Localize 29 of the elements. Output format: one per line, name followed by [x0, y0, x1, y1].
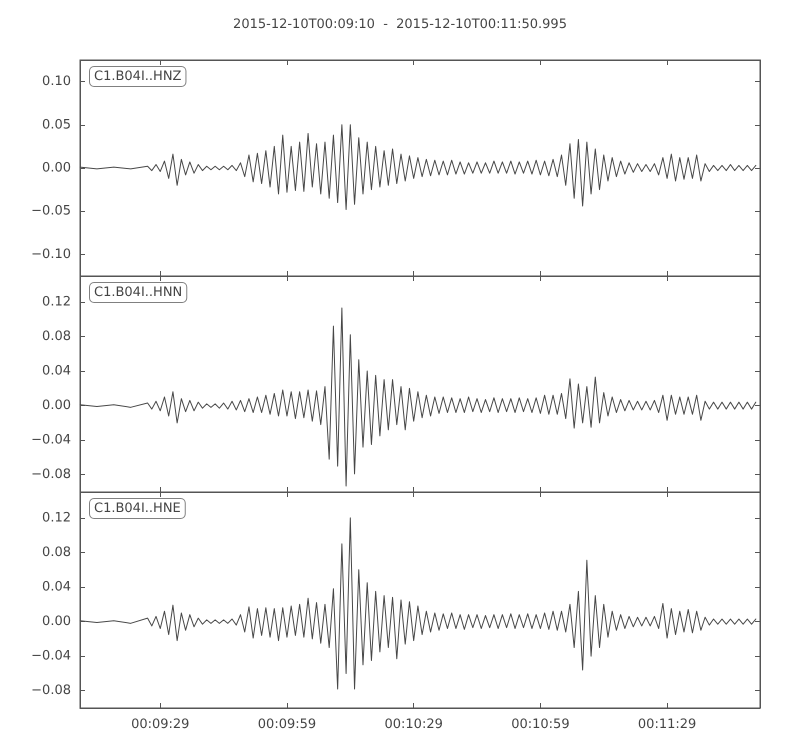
line-series: [80, 517, 756, 690]
x-tick-label: 00:09:59: [258, 717, 316, 732]
y-tick-label: −0.08: [31, 467, 71, 482]
chart-title: 2015-12-10T00:09:10 - 2015-12-10T00:11:50.995: [233, 17, 567, 32]
y-tick-label: 0.04: [42, 580, 71, 595]
line-series: [80, 307, 756, 486]
x-tick-label: 00:09:29: [131, 717, 190, 732]
y-tick-label: 0.00: [42, 398, 71, 414]
x-tick-label: 00:10:29: [384, 717, 443, 732]
y-tick-label: 0.10: [42, 74, 71, 90]
y-tick-label: 0.00: [42, 160, 71, 176]
x-tick-label: 00:10:59: [511, 717, 570, 732]
y-tick-label: −0.04: [31, 648, 71, 664]
y-tick-label: 0.00: [42, 614, 71, 630]
annotation: C1.B04I..HNZ: [94, 69, 182, 84]
y-tick-label: 0.12: [42, 294, 71, 310]
line-series: [80, 124, 756, 210]
y-tick-label: −0.10: [31, 246, 71, 262]
y-tick-label: 0.05: [42, 117, 71, 132]
x-tick-label: 00:11:29: [638, 717, 696, 732]
y-tick-label: −0.05: [31, 204, 71, 219]
y-tick-label: 0.04: [42, 364, 71, 379]
y-tick-label: −0.08: [31, 683, 71, 698]
annotation: C1.B04I..HNE: [94, 501, 181, 516]
annotation: C1.B04I..HNN: [94, 285, 182, 300]
y-tick-label: 0.08: [42, 544, 71, 560]
y-tick-label: 0.12: [42, 510, 71, 526]
y-tick-label: 0.08: [42, 328, 71, 344]
y-tick-label: −0.04: [31, 432, 71, 448]
